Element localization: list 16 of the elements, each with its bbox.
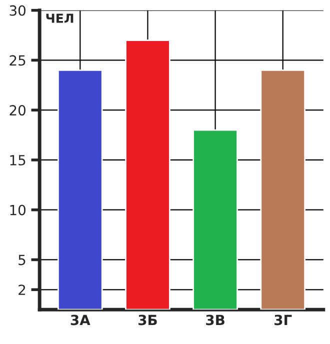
x-tick-label: 3А [70, 314, 90, 326]
y-tick-label: 20 [10, 105, 26, 116]
y-tick-label: 25 [10, 55, 26, 66]
bar [260, 69, 306, 310]
bar [125, 40, 170, 310]
y-axis-title: ЧЕЛ [46, 14, 74, 23]
bar [57, 69, 103, 310]
bar [192, 129, 238, 310]
x-tick-label: 3В [206, 314, 224, 326]
y-tick-label: 15 [10, 155, 26, 166]
y-tick-label: 30 [10, 5, 26, 16]
y-tick-label: 2 [18, 284, 26, 295]
x-tick-label: 3Б [138, 314, 157, 326]
x-tick-label: 3Г [274, 314, 292, 326]
y-tick-label: 10 [10, 204, 26, 216]
y-tick-label: 5 [18, 254, 26, 266]
